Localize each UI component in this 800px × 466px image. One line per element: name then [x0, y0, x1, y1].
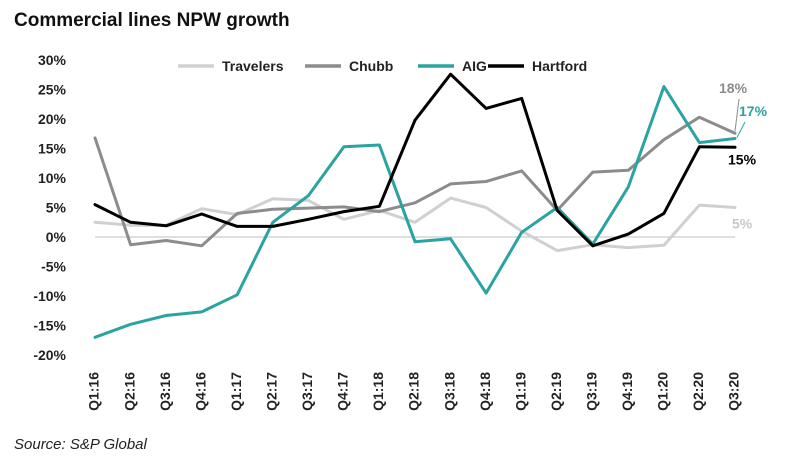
series-line-chubb — [93, 115, 737, 248]
end-label-travelers: 5% — [732, 216, 753, 232]
y-tick-label: -5% — [41, 259, 66, 275]
x-tick-label: Q2:16 — [121, 372, 137, 411]
y-tick-label: 30% — [38, 52, 67, 68]
x-tick-label: Q3:18 — [441, 372, 457, 411]
series-lines — [93, 72, 737, 339]
y-tick-label: 20% — [38, 111, 67, 127]
x-tick-label: Q2:19 — [548, 372, 564, 411]
x-tick-label: Q4:16 — [192, 372, 208, 411]
chart-title: Commercial lines NPW growth — [14, 10, 290, 31]
x-tick-label: Q2:18 — [406, 372, 422, 411]
x-tick-label: Q3:16 — [157, 372, 173, 411]
x-tick-label: Q1:18 — [370, 372, 386, 411]
legend: Travelers Chubb AIG Hartford — [178, 58, 587, 74]
end-label-leader-chubb — [734, 98, 740, 132]
legend-label-travelers: Travelers — [222, 58, 284, 74]
end-label-aig: 17% — [739, 103, 768, 119]
legend-label-aig: AIG — [462, 58, 487, 74]
y-tick-label: 0% — [46, 229, 67, 245]
x-tick-label: Q1:16 — [86, 372, 102, 411]
x-tick-label: Q3:17 — [299, 372, 315, 411]
y-tick-label: -15% — [33, 318, 66, 334]
x-tick-label: Q1:20 — [655, 372, 671, 411]
x-tick-label: Q1:19 — [512, 372, 528, 411]
legend-label-chubb: Chubb — [349, 58, 393, 74]
x-tick-label: Q3:19 — [583, 372, 599, 411]
x-tick-label: Q2:20 — [690, 372, 706, 411]
x-tick-label: Q4:17 — [335, 372, 351, 411]
x-tick-label: Q4:18 — [477, 372, 493, 411]
x-tick-label: Q1:17 — [228, 372, 244, 411]
series-line-aig — [93, 85, 737, 339]
axes: -20% -15% -10% -5% 0% 5% 10% 15% 20% 25% 30% Q1:16 Q… — [33, 52, 741, 411]
y-tick-label: 10% — [38, 170, 67, 186]
end-label-chubb: 18% — [719, 80, 748, 96]
x-tick-label: Q3:20 — [726, 372, 742, 411]
y-tick-label: -10% — [33, 288, 66, 304]
end-label-leader-aig — [736, 121, 746, 138]
y-tick-label: -20% — [33, 347, 66, 363]
y-tick-label: 15% — [38, 141, 67, 157]
y-tick-label: 5% — [46, 200, 67, 216]
source-note: Source: S&P Global — [14, 436, 147, 453]
end-labels: 5% 18% 17% 15% — [719, 80, 768, 232]
x-tick-label: Q4:19 — [619, 372, 635, 411]
series-line-hartford — [93, 72, 737, 248]
y-tick-label: 25% — [38, 82, 67, 98]
legend-label-hartford: Hartford — [532, 58, 587, 74]
end-label-hartford: 15% — [728, 151, 757, 167]
series-line-travelers — [93, 196, 737, 253]
x-tick-label: Q2:17 — [263, 372, 279, 411]
